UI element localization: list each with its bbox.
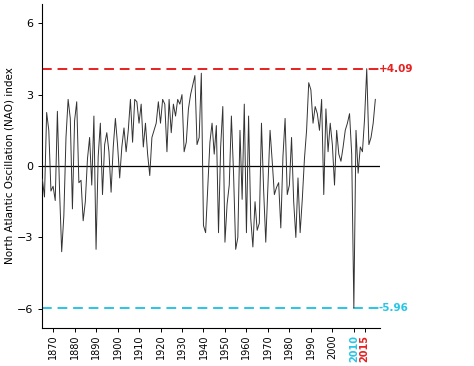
Text: -5.96: -5.96: [379, 303, 409, 313]
Text: +4.09: +4.09: [379, 64, 413, 74]
Y-axis label: North Atlantic Oscillation (NAO) index: North Atlantic Oscillation (NAO) index: [4, 68, 14, 265]
